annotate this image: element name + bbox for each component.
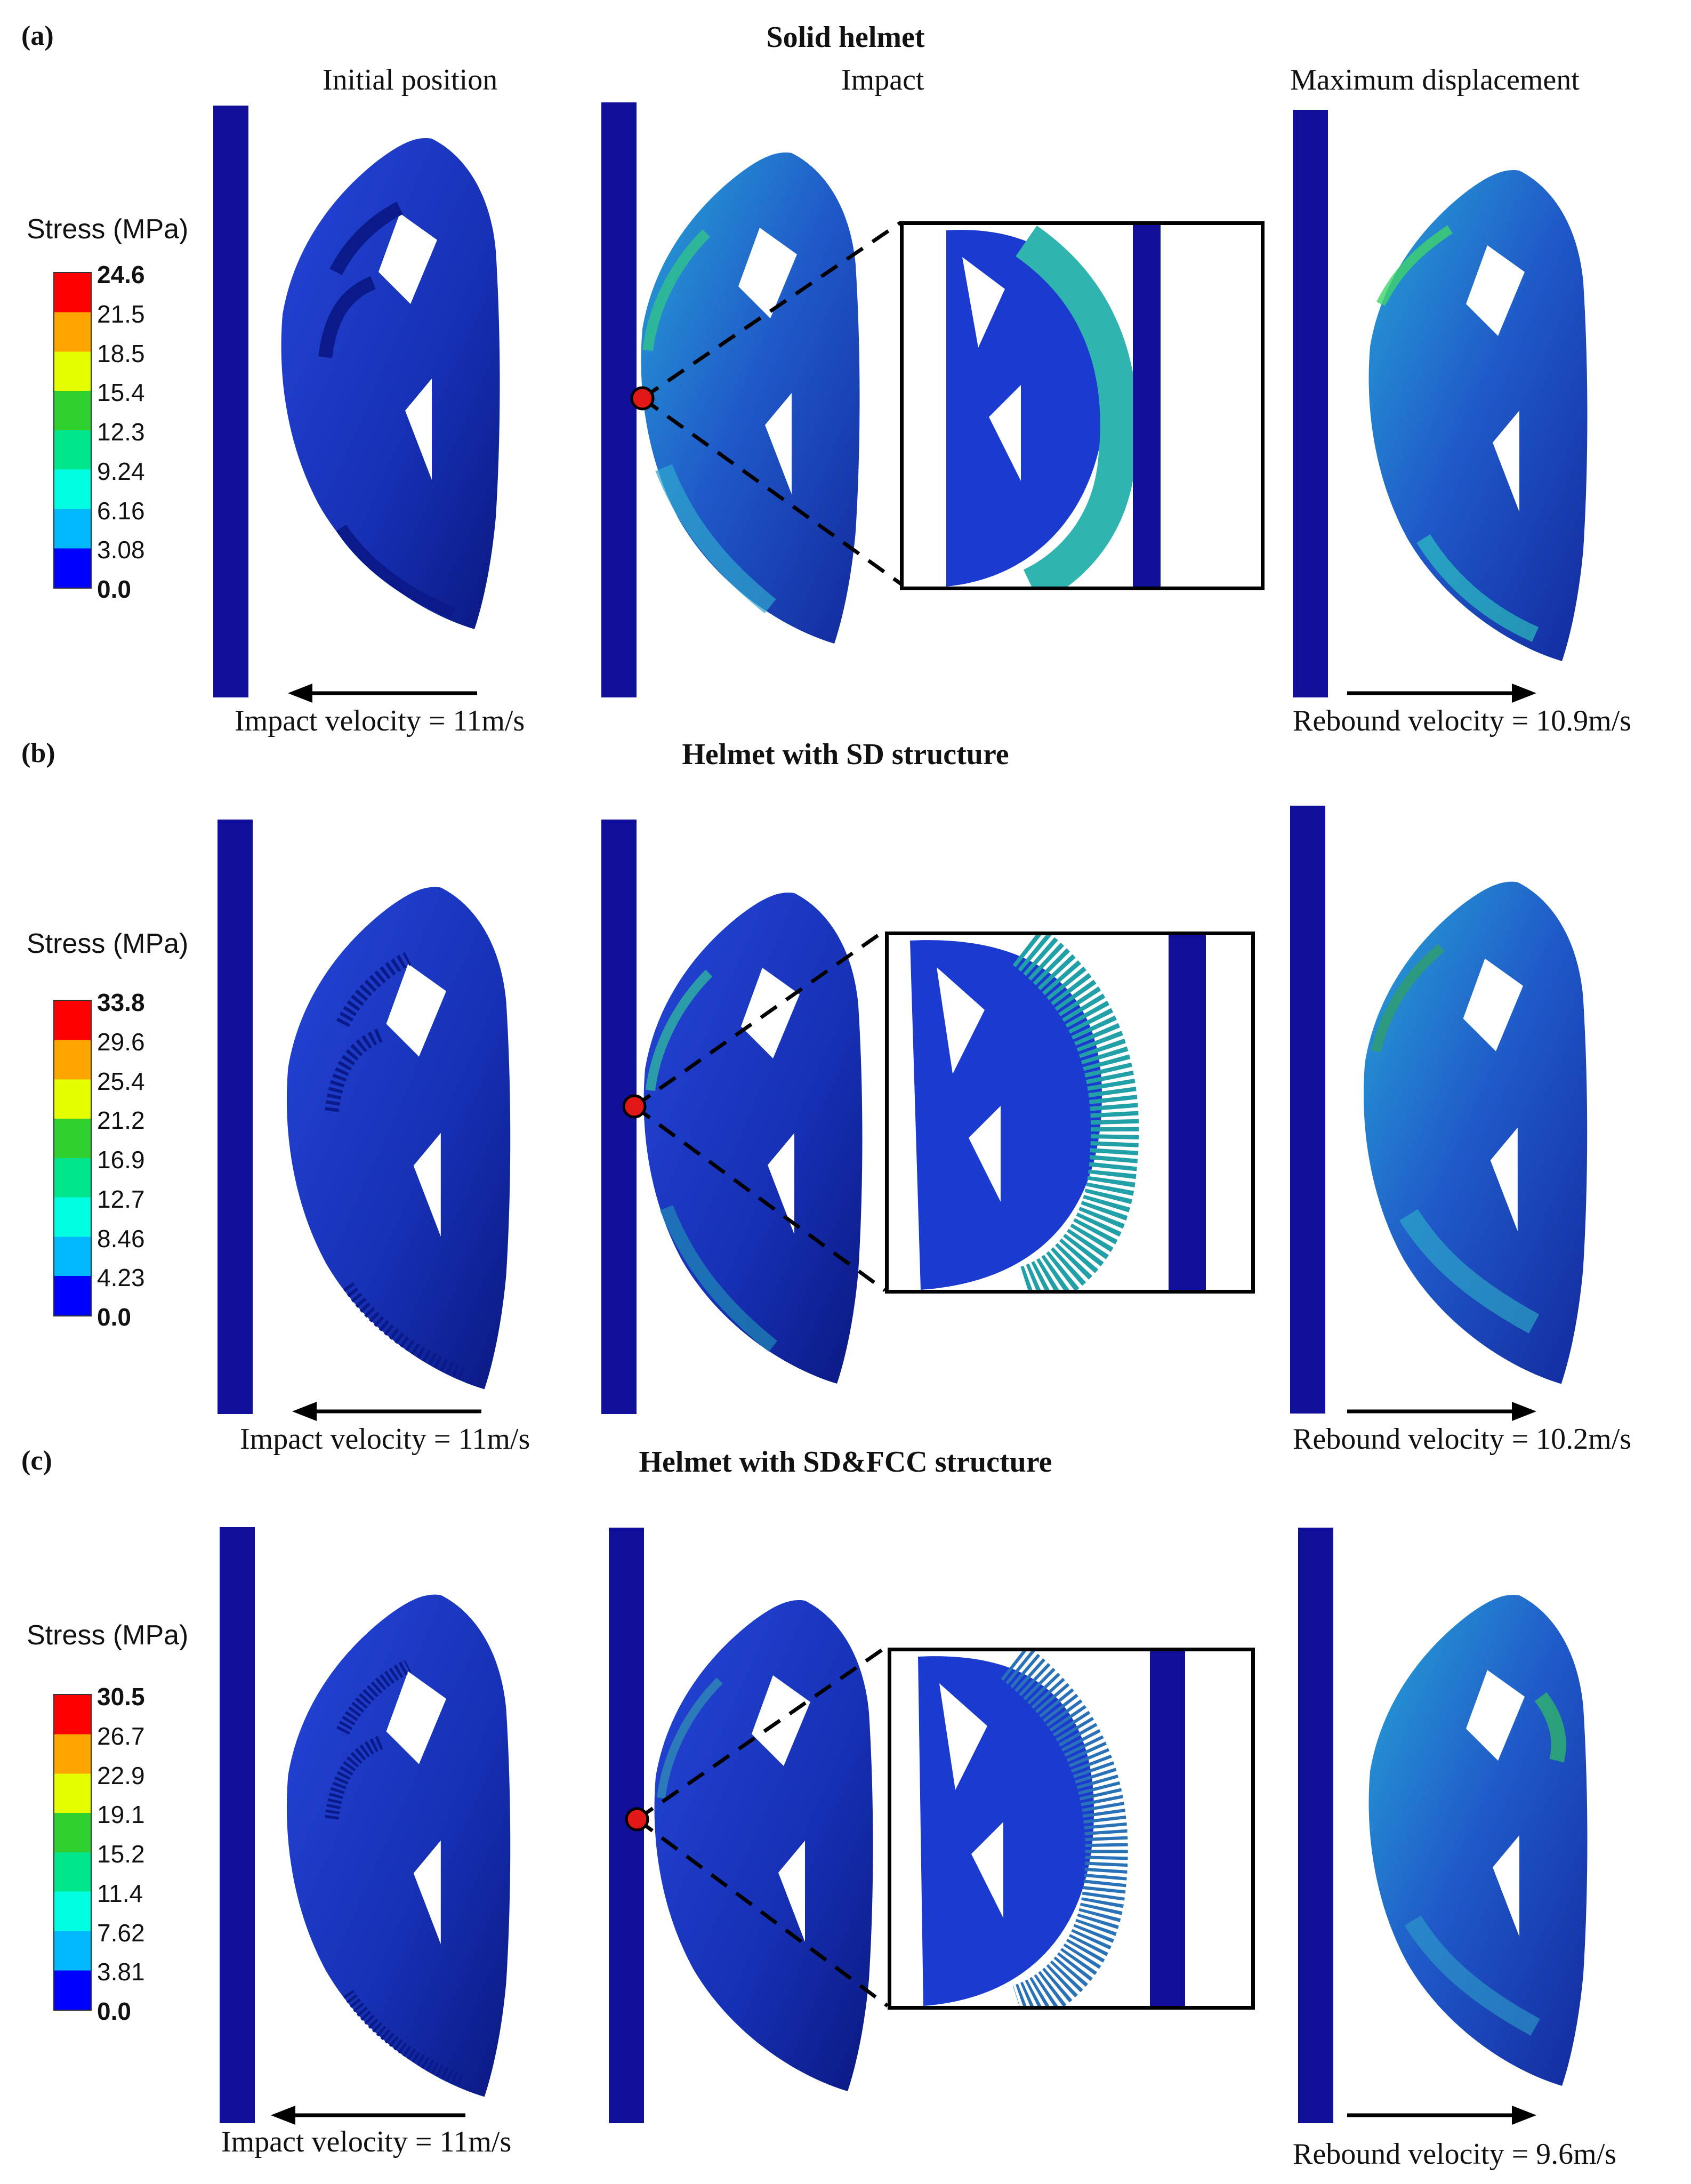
rebound-arrow [1347, 684, 1536, 703]
colorbar-tick-label: 4.23 [97, 1264, 145, 1292]
panel-letter: (c) [21, 1446, 52, 1476]
impact-arrow [271, 2106, 465, 2125]
panel-letter: (a) [21, 21, 54, 51]
colorbar-tick-label: 6.16 [97, 496, 145, 525]
colorbar-tick-label: 21.5 [97, 300, 145, 328]
impact-velocity-label: Impact velocity = 11m/s [221, 2125, 512, 2158]
helmet-max-displacement [1359, 160, 1594, 672]
stress-colorbar [53, 1694, 92, 2011]
zoom-inset [900, 221, 1265, 590]
impact-zoom-callout [630, 221, 903, 585]
colorbar-tick-label: 21.2 [97, 1106, 145, 1135]
colorbar-tick-label: 8.46 [97, 1224, 145, 1252]
column-header-impact: Impact [841, 63, 924, 97]
colorbar-tick-label: 19.1 [97, 1801, 145, 1829]
impact-velocity-label: Impact velocity = 11m/s [240, 1423, 530, 1456]
impact-arrow [292, 1402, 481, 1421]
helmet-vent-hole [379, 213, 437, 304]
colorbar-tick-label: 11.4 [97, 1879, 143, 1907]
impact-plate-max [1290, 806, 1325, 1414]
colorbar-tick-label: 26.7 [97, 1722, 145, 1750]
helmet-max-displacement [1354, 866, 1594, 1400]
colorbar-tick-label: 29.6 [97, 1027, 145, 1056]
impact-plate-initial [220, 1527, 255, 2123]
impact-plate-initial [218, 820, 253, 1414]
rebound-velocity-label: Rebound velocity = 9.6m/s [1293, 2138, 1617, 2171]
helmet-impact [645, 1579, 880, 2113]
colorbar-tick-label: 0.0 [97, 575, 131, 603]
column-header-initial: Initial position [323, 63, 498, 97]
helmet-impact [634, 872, 869, 1405]
helmet-impact [632, 124, 866, 673]
colorbar-tick-label: 25.4 [97, 1067, 145, 1095]
impact-plate-initial [213, 106, 248, 697]
colorbar-tick-label: 30.5 [97, 1683, 145, 1711]
contact-point-marker [622, 1094, 647, 1119]
helmet-max-displacement [1359, 1574, 1594, 2107]
impact-plate-max [1293, 110, 1328, 697]
contact-point-marker [630, 386, 655, 411]
colorbar-ticks: 24.6 21.5 18.5 15.4 12.3 9.24 6.16 3.08 0.0 [97, 260, 204, 603]
colorbar-tick-label: 7.62 [97, 1918, 145, 1947]
impact-arrow [288, 684, 477, 703]
zoom-inset [888, 1648, 1255, 2010]
impact-velocity-label: Impact velocity = 11m/s [235, 704, 525, 737]
zoom-inset [885, 932, 1255, 1294]
stress-label: Stress (MPa) [27, 1620, 189, 1651]
stress-colorbar [53, 272, 92, 589]
stress-label: Stress (MPa) [27, 214, 189, 245]
impact-zoom-callout [622, 929, 887, 1292]
colorbar-tick-label: 33.8 [97, 989, 145, 1016]
colorbar-tick-label: 12.7 [97, 1185, 145, 1213]
colorbar-ticks: 30.5 26.7 22.9 19.1 15.2 11.4 7.62 3.81 0.0 [97, 1682, 204, 2025]
colorbar-tick-label: 3.08 [97, 536, 145, 564]
panel-title: Helmet with SD structure [682, 738, 1009, 771]
panel-letter: (b) [21, 738, 55, 768]
colorbar-tick-label: 12.3 [97, 418, 145, 446]
colorbar-tick-label: 0.0 [97, 1997, 131, 2025]
colorbar-tick-label: 18.5 [97, 339, 145, 367]
impact-plate-max [1298, 1528, 1333, 2123]
colorbar-ticks: 33.8 29.6 25.4 21.2 16.9 12.7 8.46 4.23 0.0 [97, 988, 204, 1331]
rebound-velocity-label: Rebound velocity = 10.9m/s [1293, 704, 1632, 737]
colorbar-tick-label: 9.24 [97, 457, 145, 485]
helmet-initial [277, 1579, 517, 2113]
panel-title: Solid helmet [766, 21, 925, 54]
panel-c: (c) Helmet with SD&FCC structure Stress … [0, 1425, 1691, 2171]
rebound-arrow [1347, 1402, 1536, 1421]
rebound-arrow [1347, 2106, 1536, 2125]
helmet-vent-hole [405, 379, 432, 480]
colorbar-tick-label: 22.9 [97, 1761, 145, 1789]
panel-a: (a) Solid helmet Initial position Impact… [0, 0, 1691, 737]
column-header-max-displacement: Maximum displacement [1290, 63, 1580, 97]
colorbar-tick-label: 3.81 [97, 1958, 145, 1986]
colorbar-tick-label: 15.2 [97, 1840, 145, 1868]
impact-zoom-callout [625, 1644, 889, 2008]
contact-point-marker [625, 1807, 649, 1832]
helmet-initial [277, 872, 517, 1405]
stress-colorbar [53, 1000, 92, 1316]
colorbar-tick-label: 24.6 [97, 261, 145, 288]
panel-b: (b) Helmet with SD structure Stress (MPa… [0, 717, 1691, 1456]
colorbar-tick-label: 16.9 [97, 1146, 145, 1174]
helmet-initial [272, 101, 506, 667]
stress-label: Stress (MPa) [27, 928, 189, 959]
colorbar-tick-label: 15.4 [97, 379, 145, 407]
panel-title: Helmet with SD&FCC structure [639, 1446, 1052, 1479]
rebound-velocity-label: Rebound velocity = 10.2m/s [1293, 1423, 1632, 1456]
colorbar-tick-label: 0.0 [97, 1303, 131, 1331]
